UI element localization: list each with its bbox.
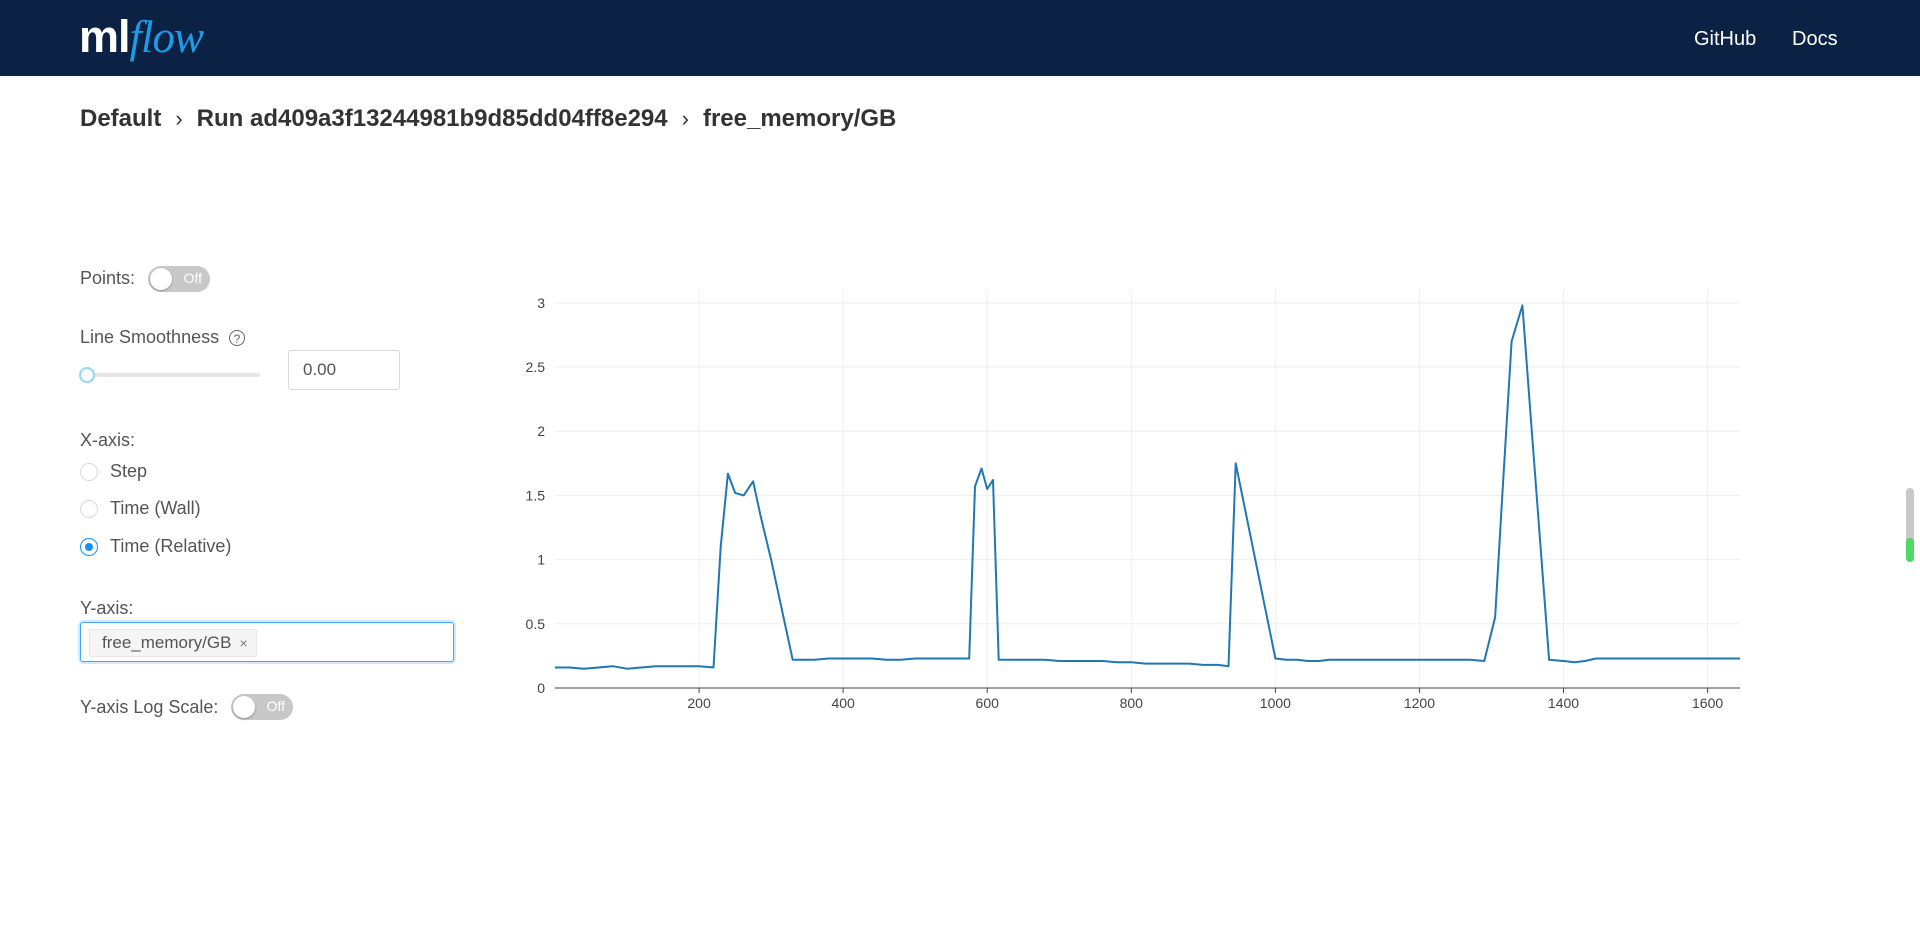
x-tick-label: 1400 bbox=[1548, 695, 1579, 711]
x-axis-option-time-relative[interactable]: Time (Relative) bbox=[80, 536, 231, 557]
log-scale-toggle[interactable]: Off bbox=[231, 694, 293, 720]
mlflow-logo[interactable]: ml flow bbox=[79, 11, 205, 63]
points-toggle[interactable]: Off bbox=[148, 266, 210, 292]
breadcrumb-run-link[interactable]: Run ad409a3f13244981b9d85dd04ff8e294 bbox=[196, 105, 668, 132]
logo-ml-text: ml bbox=[79, 11, 131, 62]
line-smoothness-label: Line Smoothness bbox=[80, 327, 220, 347]
chevron-right-icon: › bbox=[175, 106, 183, 131]
y-tick-label: 0 bbox=[537, 680, 545, 696]
breadcrumb-metric-title: free_memory/GB bbox=[702, 105, 897, 132]
x-tick-label: 200 bbox=[687, 695, 711, 711]
x-axis-option-step[interactable]: Step bbox=[80, 461, 147, 482]
breadcrumb-experiment-link[interactable]: Default bbox=[80, 105, 162, 132]
y-tick-label: 2 bbox=[537, 423, 545, 439]
y-axis-label: Y-axis: bbox=[80, 598, 134, 618]
docs-link[interactable]: Docs bbox=[1792, 28, 1838, 50]
toggle-knob bbox=[150, 268, 172, 290]
points-label: Points: bbox=[80, 268, 136, 288]
y-axis-metric-tag: free_memory/GB × bbox=[89, 629, 257, 657]
smoothness-slider-handle[interactable] bbox=[79, 367, 95, 383]
y-axis-metric-tag-label: free_memory/GB bbox=[102, 633, 232, 652]
page-scrollbar[interactable] bbox=[1906, 488, 1914, 562]
scroll-thumb[interactable] bbox=[1906, 538, 1914, 562]
smoothness-slider-track[interactable] bbox=[86, 373, 260, 377]
x-axis-option-time-wall[interactable]: Time (Wall) bbox=[80, 498, 201, 519]
y-tick-label: 3 bbox=[537, 295, 545, 311]
x-tick-label: 800 bbox=[1120, 695, 1144, 711]
y-tick-label: 1.5 bbox=[526, 487, 546, 503]
x-tick-label: 1200 bbox=[1404, 695, 1435, 711]
logo-flow-text: flow bbox=[129, 12, 205, 62]
y-axis-select[interactable]: free_memory/GB × bbox=[80, 622, 454, 662]
series-line-free-memory bbox=[555, 304, 1740, 670]
smoothness-input[interactable] bbox=[288, 350, 400, 390]
close-icon[interactable]: × bbox=[239, 635, 248, 651]
x-axis-label: X-axis: bbox=[80, 430, 136, 450]
radio-step-label: Step bbox=[110, 461, 148, 481]
y-tick-label: 1 bbox=[537, 552, 545, 568]
y-tick-label: 2.5 bbox=[526, 359, 546, 375]
radio-time-wall[interactable] bbox=[80, 499, 98, 518]
x-tick-label: 600 bbox=[976, 695, 1000, 711]
x-tick-label: 1600 bbox=[1692, 695, 1723, 711]
radio-time-relative[interactable] bbox=[80, 537, 98, 556]
breadcrumb: Default › Run ad409a3f13244981b9d85dd04f… bbox=[80, 104, 896, 134]
metric-line-chart[interactable]: 200 400 600 800 1000 1200 1400 1600 0 0.5 1 1.5 2 2.5… bbox=[500, 280, 1760, 720]
github-link[interactable]: GitHub bbox=[1694, 28, 1757, 50]
toggle-knob bbox=[233, 696, 255, 718]
question-circle-icon[interactable]: ? bbox=[229, 330, 245, 346]
x-tick-label: 1000 bbox=[1260, 695, 1291, 711]
top-navbar: ml flow GitHub Docs bbox=[0, 0, 1920, 76]
x-tick-label: 400 bbox=[831, 695, 855, 711]
radio-time-relative-label: Time (Relative) bbox=[110, 536, 232, 556]
points-toggle-text: Off bbox=[183, 270, 202, 286]
radio-step[interactable] bbox=[80, 462, 98, 481]
radio-time-wall-label: Time (Wall) bbox=[110, 498, 201, 518]
y-axis-log-scale-label: Y-axis Log Scale: bbox=[80, 697, 219, 717]
chevron-right-icon: › bbox=[681, 106, 689, 131]
log-scale-toggle-text: Off bbox=[266, 698, 285, 714]
y-tick-label: 0.5 bbox=[526, 616, 546, 632]
